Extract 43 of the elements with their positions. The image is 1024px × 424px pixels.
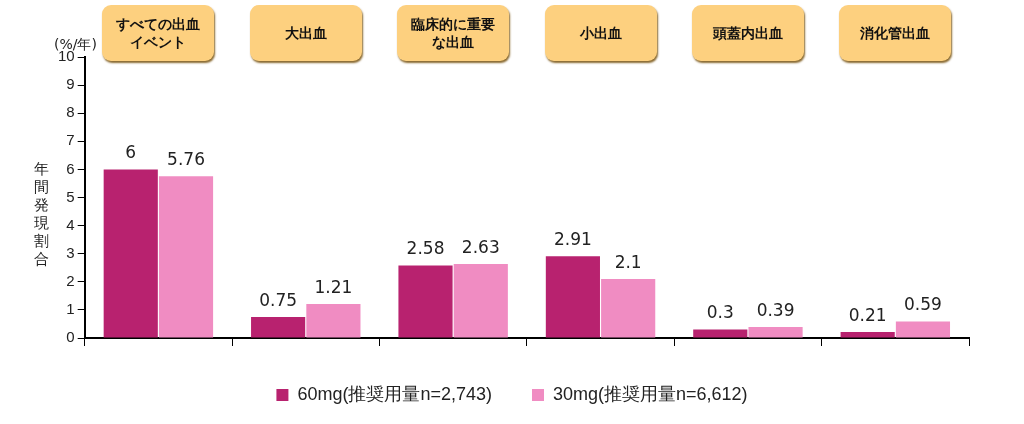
data-label: 0.3 [706,302,734,323]
bar [748,327,803,338]
data-label: 2.1 [614,251,642,272]
y-tick-label: 4 [66,215,75,233]
x-tick-label: 消化管出血 [859,24,932,42]
bar [103,169,158,338]
data-label: 0.75 [259,289,298,310]
y-tick-label: 8 [66,103,75,121]
bar [693,329,748,338]
y-tick-label: 7 [66,131,75,149]
y-tick-label: 0 [66,328,75,346]
bar [601,278,656,338]
bar [251,316,306,338]
y-axis-title: 年間発現割合 [34,160,50,268]
bar [840,332,895,338]
legend-label: 30mg(推奨用量n=6,612) [553,383,748,404]
x-tick-label: 小出血 [578,24,623,42]
y-tick-label: 6 [66,159,75,177]
bar [453,264,508,338]
data-label: 1.21 [314,276,353,297]
y-tick-label: 1 [66,300,75,318]
data-label: 2.91 [553,229,592,250]
bar [306,304,361,338]
x-tick-label: 頭蓋内出血 [711,24,784,42]
bar [158,176,214,338]
data-label: 6 [125,142,137,163]
y-tick-label: 5 [66,187,75,205]
data-label: 0.39 [756,299,795,320]
data-label: 0.59 [904,294,942,315]
legend-label: 60mg(推奨用量n=2,743) [297,383,493,404]
bar [895,321,951,338]
data-label: 2.58 [406,238,445,259]
y-tick-label: 3 [66,243,75,261]
y-tick-label: 2 [66,271,75,289]
bar [398,265,453,338]
x-tick-label: 大出血 [283,24,328,42]
y-tick-label: 9 [66,75,75,93]
x-tick-label: すべての出血イベント [115,15,202,51]
data-label: 0.21 [848,305,887,326]
x-tick-label: 臨床的に重要な出血 [410,15,497,51]
data-label: 5.76 [167,149,205,170]
data-label: 2.63 [461,237,500,258]
bar [545,256,600,338]
